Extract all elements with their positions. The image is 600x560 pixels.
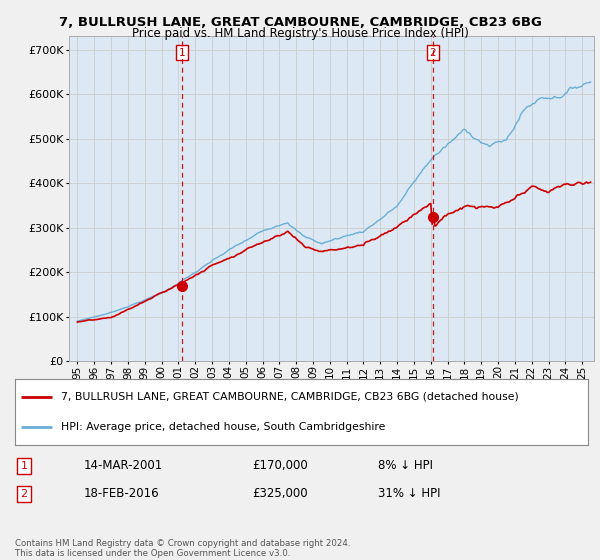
Text: 18-FEB-2016: 18-FEB-2016 <box>84 487 160 501</box>
Text: 7, BULLRUSH LANE, GREAT CAMBOURNE, CAMBRIDGE, CB23 6BG (detached house): 7, BULLRUSH LANE, GREAT CAMBOURNE, CAMBR… <box>61 392 518 402</box>
Text: Price paid vs. HM Land Registry's House Price Index (HPI): Price paid vs. HM Land Registry's House … <box>131 27 469 40</box>
Text: 2: 2 <box>430 48 436 58</box>
Text: 2: 2 <box>20 489 28 499</box>
Text: 7, BULLRUSH LANE, GREAT CAMBOURNE, CAMBRIDGE, CB23 6BG: 7, BULLRUSH LANE, GREAT CAMBOURNE, CAMBR… <box>59 16 541 29</box>
Text: £170,000: £170,000 <box>252 459 308 473</box>
Text: Contains HM Land Registry data © Crown copyright and database right 2024.
This d: Contains HM Land Registry data © Crown c… <box>15 539 350 558</box>
Text: 8% ↓ HPI: 8% ↓ HPI <box>378 459 433 473</box>
Text: 1: 1 <box>179 48 185 58</box>
Text: 31% ↓ HPI: 31% ↓ HPI <box>378 487 440 501</box>
Text: £325,000: £325,000 <box>252 487 308 501</box>
Text: HPI: Average price, detached house, South Cambridgeshire: HPI: Average price, detached house, Sout… <box>61 422 385 432</box>
Text: 1: 1 <box>20 461 28 471</box>
Text: 14-MAR-2001: 14-MAR-2001 <box>84 459 163 473</box>
